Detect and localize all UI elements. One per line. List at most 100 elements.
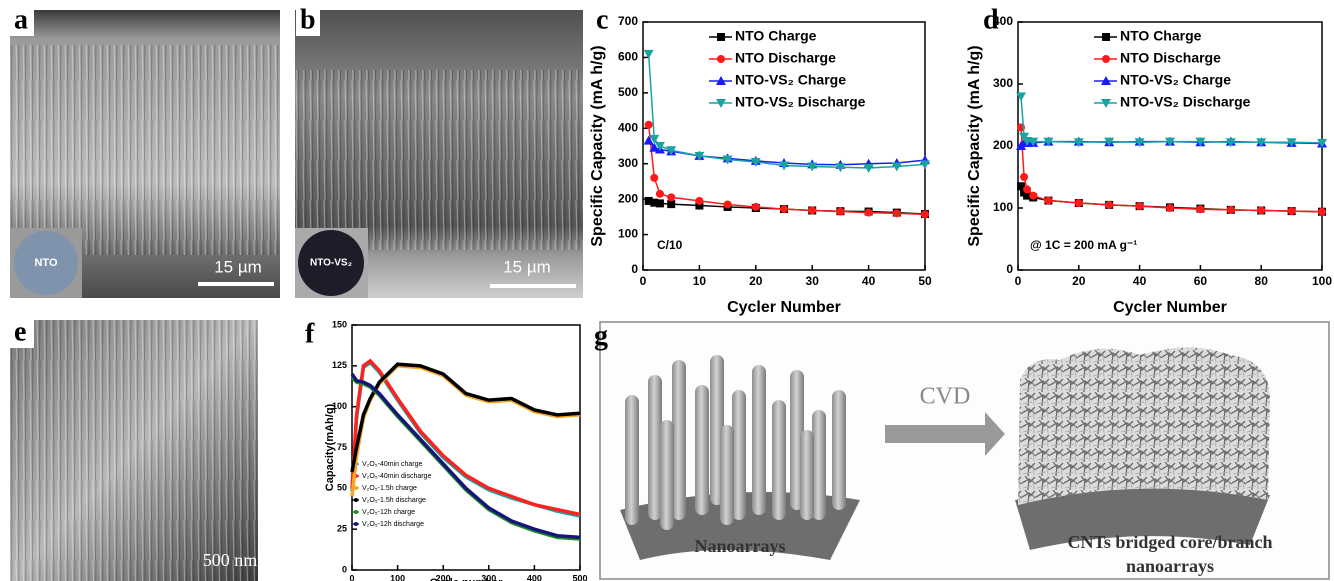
legend-label: NTO Discharge <box>735 50 836 66</box>
y-tick-label: 0 <box>342 564 347 574</box>
marker <box>649 134 660 144</box>
x-tick-label: 0 <box>349 573 354 581</box>
legend-marker <box>716 76 726 85</box>
marker <box>892 209 901 218</box>
y-tick-label: 100 <box>332 401 347 411</box>
marker <box>1074 199 1083 208</box>
panel-label-bg <box>10 320 34 348</box>
marker <box>779 161 789 171</box>
marker <box>1043 137 1054 147</box>
y-tick-label: 75 <box>337 442 347 452</box>
panel-label-bg <box>10 8 34 36</box>
scale-label: 15 µm <box>214 257 262 276</box>
legend-label: NTO Discharge <box>1120 50 1221 66</box>
x-tick-label: 20 <box>1072 274 1086 288</box>
panel-label: e <box>14 316 26 347</box>
marker <box>694 151 705 161</box>
y-tick-label: 300 <box>993 76 1013 90</box>
inset-disc <box>14 231 78 295</box>
marker <box>1256 138 1267 148</box>
series-line <box>647 124 926 216</box>
cnt-texture <box>1018 347 1270 505</box>
y-axis-label: Specific Capacity (mA h/g) <box>589 45 606 246</box>
nanoarrays <box>625 355 846 530</box>
marker <box>1225 138 1236 148</box>
legend-label: NTO Charge <box>1120 28 1202 44</box>
x-tick-label: 300 <box>481 573 496 581</box>
nanowire-texture <box>295 70 583 250</box>
marker <box>643 49 654 59</box>
marker <box>1257 206 1266 215</box>
marker <box>1196 205 1205 214</box>
marker <box>807 162 818 172</box>
panel-label-bg <box>296 8 320 36</box>
marker <box>1286 138 1297 148</box>
diagram-label: CNTs bridged core/branch <box>1067 532 1272 552</box>
legend-label: V₂O₅-40min discharge <box>362 473 431 480</box>
legend-marker <box>1102 33 1110 41</box>
legend-label: NTO-VS₂ Discharge <box>735 94 866 110</box>
marker <box>1023 191 1032 200</box>
legend-marker <box>716 99 726 108</box>
legend-label: NTO Charge <box>735 28 817 44</box>
x-axis-label: Cycle number <box>430 577 503 581</box>
y-tick-label: 25 <box>337 524 347 534</box>
marker <box>921 210 929 219</box>
marker <box>650 198 659 207</box>
x-tick-label: 20 <box>749 274 763 288</box>
diagram-label: nanoarrays <box>1126 556 1214 576</box>
marker <box>1020 173 1029 181</box>
y-tick-label: 500 <box>618 85 638 99</box>
x-axis-label: Cycler Number <box>1113 299 1227 316</box>
arrow <box>885 412 1005 456</box>
legend-label: V₂O₅-40min charge <box>362 461 423 468</box>
series-line <box>350 372 581 540</box>
marker <box>723 200 732 209</box>
marker <box>1017 182 1026 191</box>
marker <box>1023 185 1032 194</box>
marker <box>667 200 676 209</box>
diagram-label: Nanoarrays <box>695 536 786 556</box>
y-axis-label: Capacity(mAh/g) <box>324 403 336 491</box>
marker <box>654 142 665 151</box>
marker <box>1029 191 1038 200</box>
substrate <box>1015 483 1270 550</box>
x-tick-label: 30 <box>806 274 820 288</box>
panel-label: f <box>305 318 315 349</box>
series-line <box>648 140 926 166</box>
x-tick-label: 100 <box>1312 274 1332 288</box>
y-tick-label: 50 <box>337 483 347 493</box>
marker <box>750 157 761 167</box>
y-tick-label: 700 <box>618 14 638 28</box>
legend-swatch-dot <box>354 522 358 526</box>
marker <box>1044 196 1053 205</box>
legend-label: V₂O₅-1.5h discharge <box>362 497 426 504</box>
x-tick-label: 40 <box>862 274 876 288</box>
x-tick-label: 0 <box>640 274 647 288</box>
panel-label: d <box>983 4 999 35</box>
inset-label: NTO <box>34 257 57 269</box>
x-tick-label: 400 <box>527 573 542 581</box>
marker <box>644 196 653 205</box>
marker <box>920 160 930 170</box>
marker <box>695 201 704 210</box>
y-tick-label: 300 <box>618 156 638 170</box>
scale-label: 500 nm <box>203 550 258 570</box>
marker <box>836 207 845 216</box>
legend-marker <box>717 55 725 63</box>
annotation: C/10 <box>657 238 683 252</box>
step-label: CVD <box>920 384 971 410</box>
x-tick-label: 40 <box>1133 274 1147 288</box>
legend-swatch-dot <box>354 498 358 502</box>
x-tick-label: 100 <box>390 573 405 581</box>
y-tick-label: 100 <box>993 200 1013 214</box>
y-tick-label: 100 <box>618 227 638 241</box>
x-tick-label: 50 <box>918 274 932 288</box>
legend-label: V₂O₅-1.5h charge <box>362 485 417 492</box>
marker <box>667 193 676 202</box>
legend-label: NTO-VS₂ Charge <box>1120 72 1231 88</box>
marker <box>722 155 733 165</box>
series-line <box>350 358 581 517</box>
marker <box>666 146 677 156</box>
